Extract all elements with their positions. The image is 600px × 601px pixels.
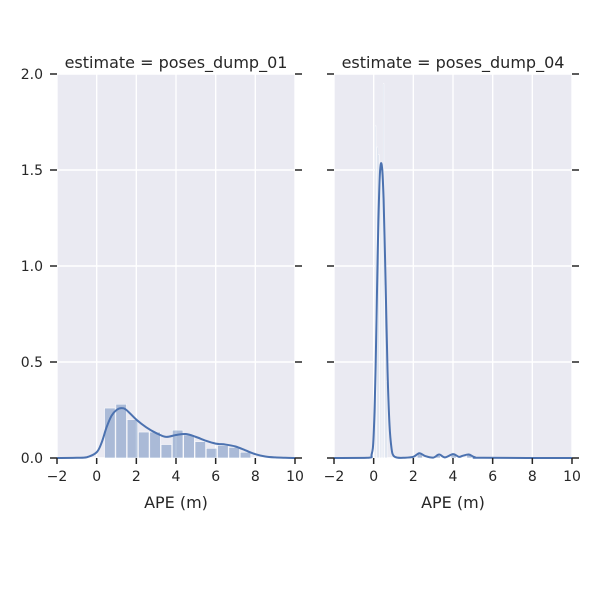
histogram-bar: [183, 434, 195, 459]
panel-left: −2 0 2 4 6 8 10 0.0 0.5 1.0 1.5 2.0 estimate = pos…: [21, 53, 304, 512]
histogram-bar: [194, 441, 206, 459]
x-tick-label: 10: [563, 469, 581, 485]
x-tick-label: 0: [369, 469, 378, 485]
kde-right: [333, 162, 573, 459]
x-tick-label: 8: [528, 469, 537, 485]
histogram-bar: [386, 380, 388, 459]
x-tick-label: 6: [488, 469, 497, 485]
y-tick-label: 2.0: [21, 67, 43, 83]
x-tick-label: 0: [92, 469, 101, 485]
x-tick-label: −2: [324, 469, 345, 485]
x-ticks-right: −2 0 2 4 6 8 10: [324, 458, 581, 485]
x-tick-label: 8: [251, 469, 260, 485]
histogram-bar: [126, 419, 138, 459]
x-ticks-left: −2 0 2 4 6 8 10: [47, 458, 304, 485]
histogram-bar: [379, 169, 382, 459]
y-tick-label: 0.5: [21, 355, 43, 371]
x-tick-label: 6: [211, 469, 220, 485]
histogram-bar: [115, 403, 127, 459]
y-ticks-right: [327, 73, 579, 459]
kde-line: [56, 407, 296, 459]
histogram-bar: [206, 448, 218, 459]
histogram-bar: [381, 165, 383, 459]
histogram-bar: [240, 451, 252, 459]
kde-line: [333, 162, 573, 459]
histogram-bar: [160, 444, 172, 459]
panel-right: −2 0 2 4 6 8 10 estimate = poses_dump_04 APE (…: [324, 53, 581, 512]
y-tick-label: 1.5: [21, 163, 43, 179]
x-tick-label: −2: [47, 469, 68, 485]
histogram-bar: [217, 445, 229, 459]
x-tick-label: 2: [132, 469, 141, 485]
x-axis-label-left: APE (m): [144, 493, 208, 512]
kde-left: [56, 407, 296, 459]
x-tick-label: 2: [409, 469, 418, 485]
histogram-bar: [138, 431, 150, 459]
x-axis-label-right: APE (m): [421, 493, 485, 512]
x-tick-label: 10: [286, 469, 304, 485]
histogram-bar: [228, 447, 240, 459]
x-tick-label: 4: [449, 469, 458, 485]
histogram-bar: [172, 429, 184, 459]
x-tick-label: 4: [172, 469, 181, 485]
y-ticks-left: 0.0 0.5 1.0 1.5 2.0: [21, 67, 302, 467]
y-tick-label: 0.0: [21, 451, 43, 467]
panel-title-right: estimate = poses_dump_04: [342, 53, 565, 73]
histogram-bar: [149, 431, 161, 459]
histogram-bar: [104, 407, 116, 459]
histogram-bar: [378, 154, 380, 459]
y-tick-label: 1.0: [21, 259, 43, 275]
histogram-bar: [382, 83, 385, 459]
panel-title-left: estimate = poses_dump_01: [65, 53, 288, 73]
